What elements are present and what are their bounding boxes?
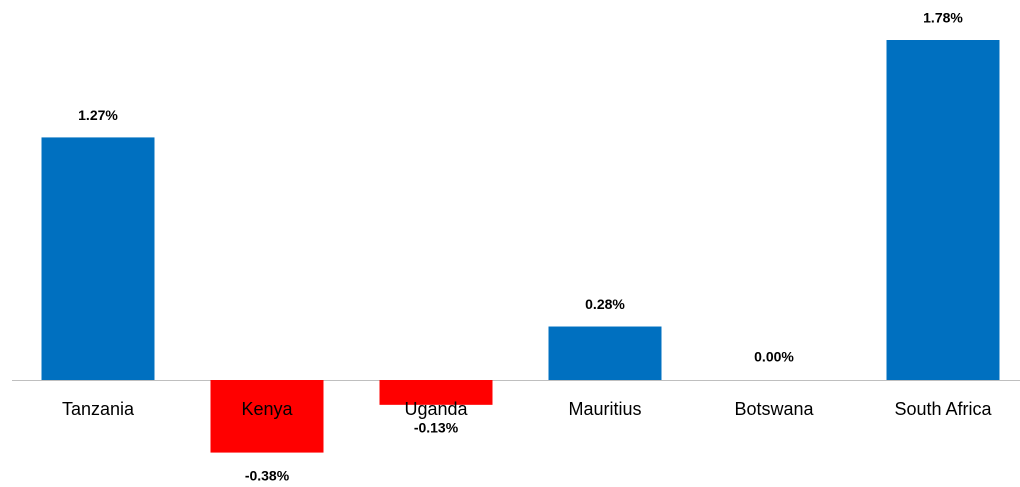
bar [41,137,155,380]
x-tick-label: South Africa [894,399,992,419]
bar [886,40,1000,380]
x-tick-label: Uganda [404,399,468,419]
x-tick-label: Tanzania [62,399,135,419]
value-label: 1.78% [923,10,963,26]
bar [548,326,662,380]
value-label: 0.00% [754,349,794,365]
x-tick-label: Mauritius [568,399,641,419]
x-tick-label: Kenya [241,399,293,419]
x-tick-label: Botswana [734,399,814,419]
value-label: -0.38% [245,467,290,483]
value-label: 1.27% [78,107,118,123]
bar [379,380,493,405]
bar [210,380,324,453]
value-label: -0.13% [414,420,459,436]
value-label: 0.28% [585,296,625,312]
